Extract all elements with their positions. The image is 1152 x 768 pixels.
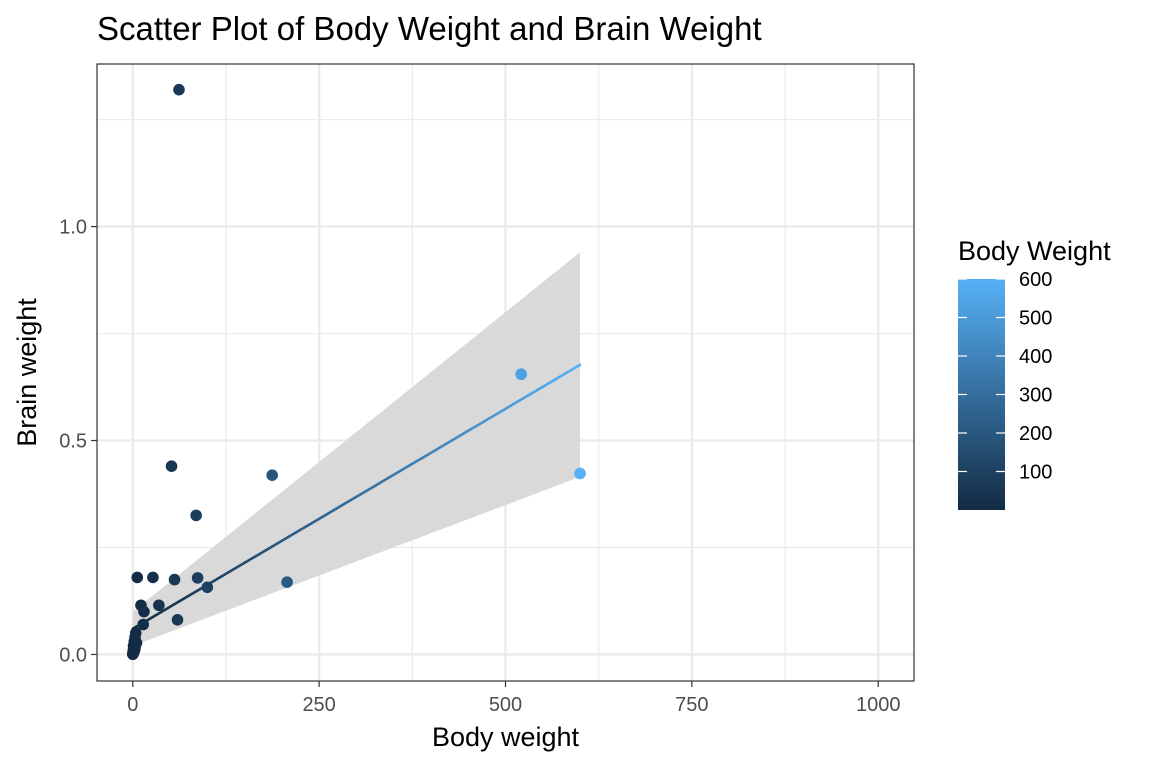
trend-line-segment <box>176 594 190 604</box>
colorbar-tick-label: 200 <box>1019 423 1052 445</box>
trend-line-segment <box>321 508 336 518</box>
trend-line-segment <box>545 376 559 386</box>
data-point <box>165 460 178 473</box>
data-point <box>168 573 181 586</box>
trend-line-segment <box>209 574 224 584</box>
trend-line-segment <box>355 488 369 499</box>
data-point <box>137 618 150 631</box>
trend-line-segment <box>243 554 258 565</box>
x-axis-title: Body weight <box>432 722 580 752</box>
data-point <box>266 469 278 481</box>
trend-line-segment <box>187 587 202 598</box>
trend-line-segment <box>366 482 381 492</box>
y-tick-label: 1.0 <box>59 217 87 239</box>
trend-line-segment <box>411 455 425 466</box>
confidence-band-area <box>132 252 581 646</box>
data-point <box>201 581 214 594</box>
colorbar-tick-label: 100 <box>1019 462 1052 484</box>
data-point <box>574 467 586 480</box>
trend-line-segment <box>455 429 470 439</box>
trend-line-segment <box>567 363 582 373</box>
trend-line-segment <box>478 416 492 426</box>
trend-line-segment <box>466 422 481 433</box>
trend-line-segment <box>556 370 571 380</box>
trend-line-segment <box>165 601 179 611</box>
trend-line-segment <box>422 449 436 459</box>
trend-line-segment <box>399 462 414 472</box>
data-points <box>127 83 586 661</box>
x-tick-label: 500 <box>489 694 522 716</box>
trend-line-segment <box>299 521 313 532</box>
trend-line-segment <box>388 469 403 479</box>
trend-line-segment <box>265 541 280 551</box>
data-point <box>191 572 204 584</box>
trend-line-segment <box>444 436 459 446</box>
trend-line-segment <box>310 515 325 525</box>
plot-panel <box>96 63 915 682</box>
colorbar-tick-label: 500 <box>1019 308 1052 330</box>
y-axis-title: Brain weight <box>12 298 42 447</box>
trend-line-segment <box>511 396 526 406</box>
trend-line-segment <box>522 389 537 400</box>
trend-line-segment <box>489 409 504 419</box>
data-point <box>515 368 527 381</box>
x-tick-label: 0 <box>127 694 138 716</box>
data-point <box>153 599 165 612</box>
trend-line-segment <box>276 535 291 545</box>
y-tick-label: 0.5 <box>59 431 87 453</box>
trend-line-segment <box>332 502 347 512</box>
trend-line-segment <box>433 442 448 452</box>
colorbar-ticks: 100 200 300 400 500 600 <box>958 269 1052 484</box>
trend-line-segment <box>288 528 302 538</box>
chart-title: Scatter Plot of Body Weight and Brain We… <box>97 10 762 47</box>
data-point <box>190 509 202 522</box>
y-tick-label: 0.0 <box>59 644 87 666</box>
x-tick-label: 1000 <box>856 694 901 716</box>
trend-line-segment <box>534 383 548 393</box>
legend: Body Weight 100 200 300 400 500 600 <box>958 236 1111 510</box>
data-point <box>138 605 150 618</box>
trend-line-segment <box>343 495 358 505</box>
data-point <box>281 576 293 588</box>
trend-line-segment <box>153 607 168 617</box>
x-axis: 0 250 500 750 1000 <box>127 681 900 716</box>
data-point <box>171 614 184 626</box>
trend-line-segment <box>377 475 392 485</box>
y-axis: 0.0 0.5 1.0 <box>59 217 97 666</box>
data-point <box>131 571 144 584</box>
colorbar-tick-label: 400 <box>1019 346 1052 368</box>
trend-line-segment <box>500 403 515 413</box>
colorbar-tick-label: 600 <box>1019 269 1052 291</box>
trend-line-segment <box>232 561 246 571</box>
trend-line-segment <box>220 568 235 578</box>
trend-line <box>131 363 582 631</box>
x-tick-label: 750 <box>675 694 708 716</box>
confidence-band <box>132 252 581 646</box>
legend-title: Body Weight <box>958 236 1111 266</box>
data-point <box>147 571 159 584</box>
colorbar-tick-label: 300 <box>1019 385 1052 407</box>
data-point <box>128 643 141 656</box>
data-point <box>173 83 185 96</box>
trend-line-segment <box>254 548 269 558</box>
x-tick-label: 250 <box>302 694 335 716</box>
